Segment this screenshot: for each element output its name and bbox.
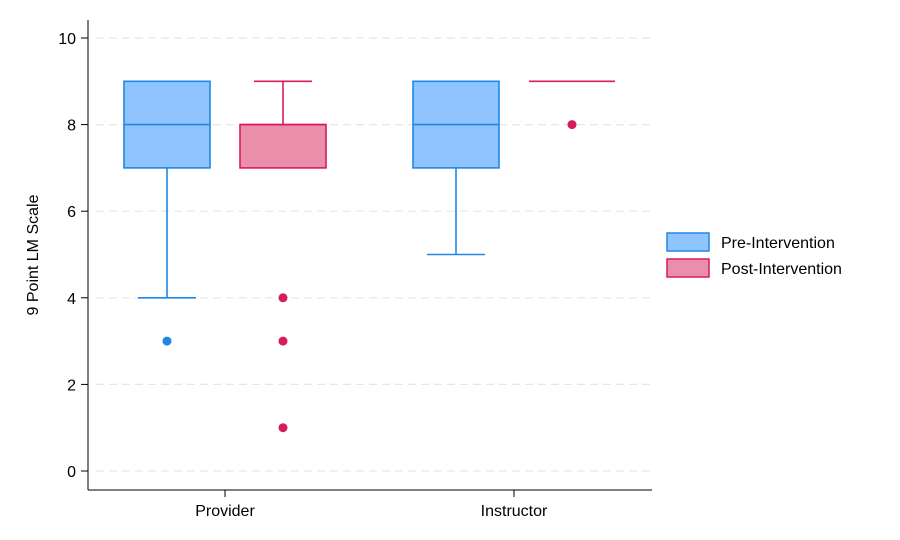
legend: Pre-Intervention Post-Intervention <box>666 232 842 278</box>
axes: 0 2 4 6 8 10 Provider Instructor <box>58 20 652 520</box>
y-axis-title: 9 Point LM Scale <box>25 194 42 315</box>
box-post-intervention-provider <box>239 80 327 433</box>
outlier-point <box>567 120 577 130</box>
gridlines <box>96 37 652 472</box>
box-iqr <box>239 123 327 169</box>
x-tick-label: Provider <box>195 503 255 520</box>
boxes <box>123 80 615 433</box>
outlier-point <box>278 423 288 433</box>
legend-label: Pre-Intervention <box>721 235 835 252</box>
outlier-point <box>162 336 172 346</box>
legend-label: Post-Intervention <box>721 261 842 278</box>
y-tick-label: 2 <box>67 377 76 394</box>
y-tick-label: 4 <box>67 291 76 308</box>
box-pre-intervention-provider <box>123 80 211 346</box>
y-tick-label: 8 <box>67 118 76 135</box>
outlier-point <box>278 336 288 346</box>
outlier-point <box>278 293 288 303</box>
box-post-intervention-instructor <box>529 80 615 130</box>
x-tick-label: Instructor <box>481 503 548 520</box>
y-tick-label: 6 <box>67 204 76 221</box>
legend-swatch <box>666 232 710 252</box>
y-tick-label: 0 <box>67 464 76 481</box>
y-tick-label: 10 <box>58 31 76 48</box>
legend-swatch <box>666 258 710 278</box>
box-pre-intervention-instructor <box>412 80 500 256</box>
